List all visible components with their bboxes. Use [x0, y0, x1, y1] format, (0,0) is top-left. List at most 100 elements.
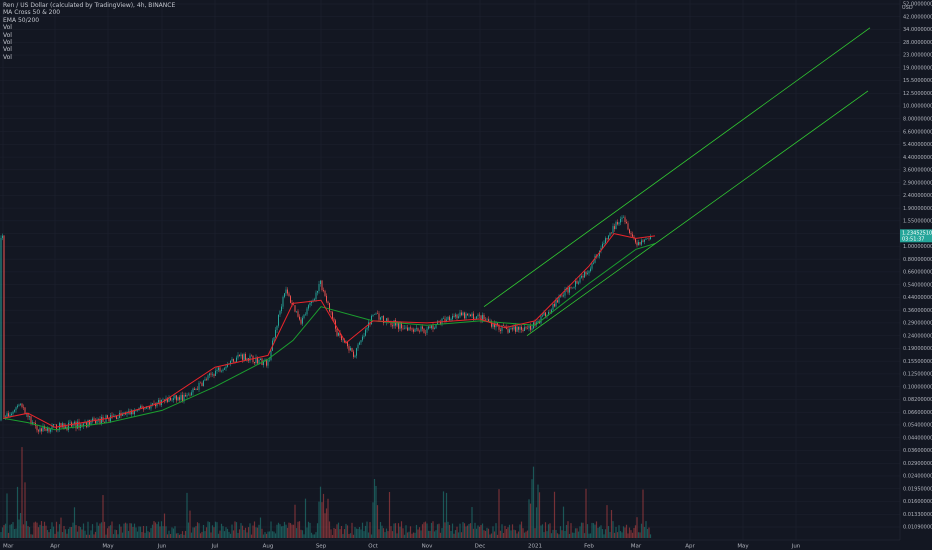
volume-bar: [283, 521, 286, 538]
volume-bar: [495, 523, 497, 538]
trendlines[interactable]: [483, 27, 871, 336]
time-tick-label: Dec: [475, 544, 486, 550]
volume-bar: [351, 522, 353, 538]
legend-indicator[interactable]: EMA 50/200: [3, 16, 40, 24]
volume-bar: [169, 533, 172, 538]
volume-bar: [361, 522, 364, 538]
volume-bar: [480, 525, 482, 538]
volume-bar: [345, 523, 347, 538]
candle-body: [92, 418, 93, 422]
price-tick-label: 5.40000000: [903, 142, 932, 148]
time-axis[interactable]: [0, 540, 932, 550]
symbol-title[interactable]: Ren / US Dollar (calculated by TradingVi…: [3, 2, 176, 9]
candle-body: [641, 240, 642, 245]
candle-body: [27, 413, 29, 418]
candle-body: [573, 286, 575, 288]
candle-body: [177, 397, 179, 401]
candle-body: [149, 406, 150, 409]
candle-body: [257, 357, 258, 364]
volume-bar: [136, 531, 139, 538]
legend-indicator[interactable]: MA Cross 50 & 200: [3, 9, 61, 17]
volume-bar: [505, 528, 508, 538]
candle-body: [279, 311, 281, 315]
candle-body: [206, 379, 207, 380]
candle-body: [108, 417, 110, 422]
volume-bar: [202, 524, 205, 538]
volume-bar: [30, 534, 32, 538]
price-tick-label: 0.10000000: [903, 384, 932, 390]
volume-bar: [583, 533, 586, 538]
volume-bar: [150, 528, 152, 538]
volume-bar: [418, 527, 421, 538]
time-axis-ticks: Mar Apr May Jun Jul Aug Sep Oct Nov Dec 2021 Feb Mar…: [3, 544, 801, 550]
candle-body: [45, 428, 47, 431]
volume-bar: [499, 530, 502, 538]
price-axis[interactable]: [900, 0, 932, 540]
volume-bar: [513, 529, 515, 538]
candle-body: [32, 422, 33, 424]
candle-body: [291, 302, 293, 305]
candle-body: [470, 314, 471, 317]
volume-bar: [355, 528, 358, 538]
candle-body: [303, 314, 305, 318]
candle-body: [89, 420, 90, 426]
chart-legend: Ren / US Dollar (calculated by TradingVi…: [3, 2, 175, 61]
legend-indicator[interactable]: Vol: [3, 31, 12, 39]
volume-bar: [31, 534, 34, 538]
candle-body: [599, 250, 600, 257]
candle-body: [600, 248, 602, 251]
legend-indicator[interactable]: Vol: [3, 39, 12, 47]
volume-bar: [634, 525, 637, 538]
candle-body: [144, 408, 146, 410]
volume-bar: [78, 526, 80, 538]
volume-bar: [550, 533, 553, 538]
price-tick-label: 6.60000000: [903, 129, 932, 135]
volume-bar: [561, 530, 563, 538]
volume-bar: [340, 526, 343, 538]
candle-body: [521, 326, 522, 330]
legend-indicator[interactable]: Vol: [3, 46, 12, 54]
volume-bar: [493, 531, 496, 538]
volume-bar: [88, 534, 91, 538]
price-tick-label: 4.40000000: [903, 155, 932, 161]
time-tick-label: Mar: [3, 544, 14, 550]
volume-bar: [240, 523, 242, 538]
candle-body: [219, 367, 221, 372]
volume-bar: [40, 521, 43, 538]
candle-body: [537, 321, 539, 323]
volume-bar: [277, 522, 280, 538]
volume-bar: [330, 529, 332, 538]
candle-body: [420, 326, 422, 332]
volume-bar: [147, 531, 149, 538]
volume-bar: [432, 521, 434, 538]
candle-body: [495, 323, 497, 328]
volume-bar: [454, 530, 457, 538]
candle-body: [530, 325, 531, 330]
legend-indicator[interactable]: Vol: [3, 24, 12, 32]
volume-bar: [511, 524, 514, 538]
volume-bar: [552, 529, 554, 538]
price-tick-label: 0.03600000: [903, 448, 932, 454]
volume-bar: [181, 531, 184, 538]
volume-bar: [586, 524, 589, 538]
price-tick-label: 0.08200000: [903, 397, 932, 403]
candle-body: [123, 412, 125, 414]
volume-bar: [228, 531, 230, 538]
volume-bar: [138, 526, 140, 538]
candle-body: [401, 322, 402, 329]
candle-body: [338, 332, 339, 336]
volume-bar: [70, 527, 73, 538]
time-tick-label: Aug: [263, 544, 274, 550]
price-tick-label: 0.66000000: [903, 270, 932, 276]
volume-bar: [196, 522, 199, 538]
candle-body: [584, 271, 585, 278]
volume-bar: [612, 521, 614, 538]
candle-body: [281, 306, 282, 312]
legend-indicator[interactable]: Vol: [3, 53, 12, 61]
candle-body: [464, 312, 465, 319]
volume-bar: [372, 502, 374, 538]
volume-bar: [445, 492, 448, 538]
candle-body: [612, 226, 614, 233]
